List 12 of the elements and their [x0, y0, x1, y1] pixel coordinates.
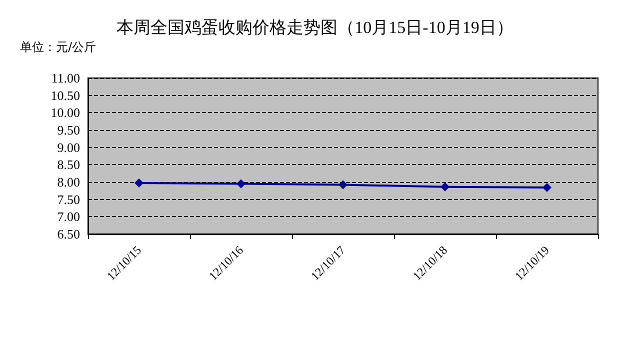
y-tick-label: 7.50 — [57, 192, 80, 207]
y-tick-label: 6.50 — [57, 226, 80, 242]
y-tick-label: 9.50 — [57, 122, 80, 138]
y-axis-title: 单位：元/公斤 — [20, 40, 96, 54]
chart-title: 本周全国鸡蛋收购价格走势图（10月15日-10月19日） — [116, 18, 514, 37]
y-tick-label: 11.00 — [51, 70, 80, 86]
y-tick-label: 10.50 — [50, 88, 80, 103]
y-tick-label: 7.00 — [57, 209, 80, 224]
y-tick-label: 8.00 — [57, 174, 80, 190]
y-tick-label: 9.00 — [57, 140, 80, 155]
y-tick-label: 10.00 — [50, 105, 80, 120]
y-tick-label: 8.50 — [57, 157, 80, 172]
